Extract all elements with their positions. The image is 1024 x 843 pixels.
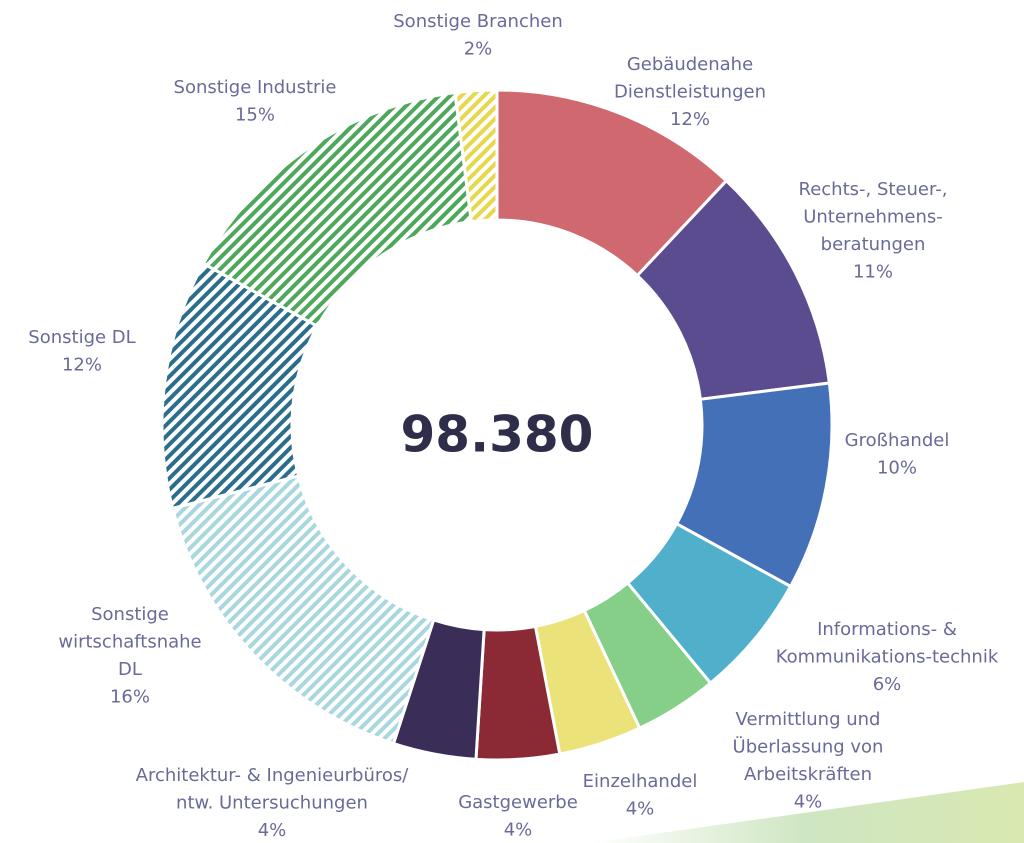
segment-value-label: 15% [235, 105, 275, 126]
segment-value-label: 4% [258, 820, 287, 841]
segment-label: Vermittlung und [736, 709, 881, 730]
segment-value-label: 12% [62, 355, 102, 376]
segment-label: Großhandel [845, 430, 950, 451]
segment-label: Überlassung von [733, 736, 884, 758]
segment-value-label: 4% [626, 799, 655, 820]
segment-value-label: 16% [110, 687, 150, 708]
segment-value-label: 11% [853, 262, 893, 283]
segment-label: Einzelhandel [583, 771, 698, 792]
segment-value-label: 4% [504, 820, 533, 841]
segment-label: wirtschaftsnahe [58, 632, 201, 653]
segment-label: Unternehmens- [803, 207, 943, 228]
segment-label: Architektur- & Ingenieurbüros/ [136, 765, 410, 786]
segment-label: Rechts-, Steuer-, [799, 179, 948, 200]
segment-label: Sonstige Industrie [174, 77, 337, 98]
segment-label: Gastgewerbe [458, 792, 578, 813]
segment-value-label: 10% [877, 458, 917, 479]
segment-label: Arbeitskräften [744, 764, 872, 785]
donut-segment [453, 88, 499, 224]
segment-value-label: 12% [670, 109, 710, 130]
segment-label: beratungen [821, 234, 926, 255]
decoration [590, 782, 1024, 843]
segment-label: Sonstige Branchen [393, 11, 562, 32]
segment-label: Gebäudenahe [627, 54, 753, 75]
segment-label: DL [118, 659, 142, 680]
segment-value-label: 6% [873, 674, 902, 695]
segment-label: Informations- & [817, 619, 957, 640]
segment-label: Sonstige DL [28, 327, 135, 348]
segment-value-label: 2% [464, 39, 493, 60]
segment-label: Kommunikations-technik [776, 647, 999, 668]
segment-label: Dienstleistungen [614, 82, 766, 103]
donut-segment [170, 474, 436, 746]
segment-label: ntw. Untersuchungen [176, 793, 368, 814]
center-total: 98.380 [401, 406, 594, 464]
segment-label: Sonstige [91, 604, 169, 625]
segment-value-label: 4% [794, 792, 823, 813]
